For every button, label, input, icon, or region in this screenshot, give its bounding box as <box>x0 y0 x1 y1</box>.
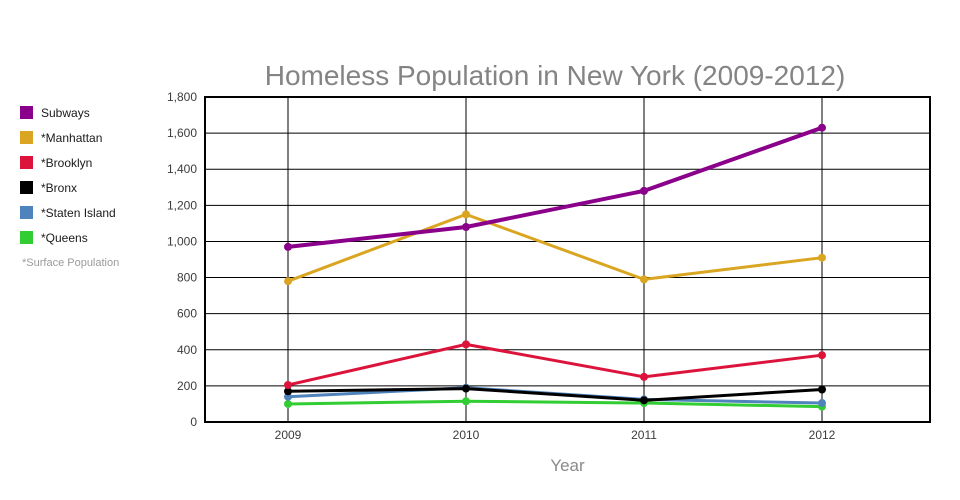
legend-label: Subways <box>41 105 90 120</box>
legend-item-staten-island[interactable]: *Staten Island <box>20 200 180 225</box>
series-point-staten-island <box>818 399 826 408</box>
y-tick-label: 400 <box>177 343 197 357</box>
legend-label: *Bronx <box>41 180 78 195</box>
plot-border <box>204 96 931 423</box>
series-point-manhattan <box>284 277 292 286</box>
x-tick-label: 2011 <box>631 428 657 442</box>
legend-swatch <box>20 181 33 194</box>
y-tick-label: 0 <box>190 415 197 429</box>
legend-swatch <box>20 131 33 144</box>
legend-item-subways[interactable]: Subways <box>20 100 180 125</box>
x-tick-label: 2012 <box>809 428 836 442</box>
series-point-manhattan <box>640 275 648 284</box>
legend-item-queens[interactable]: *Queens <box>20 225 180 250</box>
series-point-manhattan <box>462 210 470 219</box>
legend-item-brooklyn[interactable]: *Brooklyn <box>20 150 180 175</box>
legend-swatch <box>20 231 33 244</box>
series-point-brooklyn <box>640 372 648 381</box>
series-point-queens <box>462 397 470 406</box>
series-line-bronx <box>286 387 824 402</box>
y-tick-label: 1,400 <box>167 162 197 176</box>
y-tick-label: 1,200 <box>167 198 197 212</box>
series-point-subways <box>284 242 292 251</box>
series-point-manhattan <box>818 253 826 262</box>
series-line-brooklyn <box>286 342 824 387</box>
series-point-queens <box>284 399 292 408</box>
series-point-subways <box>818 123 826 132</box>
y-tick-label: 600 <box>177 307 197 321</box>
legend-item-bronx[interactable]: *Bronx <box>20 175 180 200</box>
chart-title: Homeless Population in New York (2009-20… <box>264 60 846 91</box>
series-line-manhattan <box>286 212 824 283</box>
y-tick-label: 800 <box>177 271 197 285</box>
series-line-subways <box>286 125 824 249</box>
series-point-brooklyn <box>462 340 470 349</box>
x-axis-title: Year <box>550 456 585 475</box>
series-point-brooklyn <box>284 380 292 389</box>
legend-swatch <box>20 106 33 119</box>
series-point-bronx <box>640 396 648 405</box>
legend-item-manhattan[interactable]: *Manhattan <box>20 125 180 150</box>
x-tick-label: 2009 <box>275 428 302 442</box>
series-point-bronx <box>462 384 470 393</box>
series-point-subways <box>640 186 648 195</box>
series-point-bronx <box>284 387 292 396</box>
legend-swatch <box>20 206 33 219</box>
x-tick-label: 2010 <box>453 428 480 442</box>
series-line-queens <box>286 399 824 409</box>
series-point-bronx <box>818 385 826 394</box>
legend-note: *Surface Population <box>22 257 120 269</box>
y-tick-label: 1,000 <box>167 234 197 248</box>
legend-label: *Brooklyn <box>41 155 93 170</box>
legend-swatch <box>20 156 33 169</box>
legend-label: *Staten Island <box>41 205 116 220</box>
y-tick-label: 1,600 <box>167 126 197 140</box>
series-point-brooklyn <box>818 351 826 360</box>
y-tick-label: 200 <box>177 379 197 393</box>
legend: Subways *Manhattan *Brooklyn *Bronx *Staten … <box>20 100 180 269</box>
legend-label: *Queens <box>41 230 88 245</box>
series-point-subways <box>462 223 470 231</box>
y-tick-label: 1,800 <box>167 90 197 104</box>
legend-label: *Manhattan <box>41 130 103 145</box>
